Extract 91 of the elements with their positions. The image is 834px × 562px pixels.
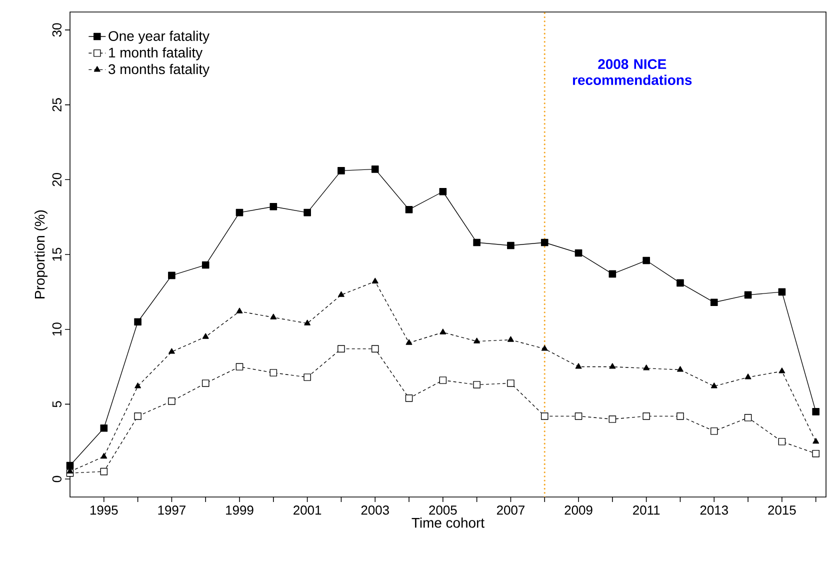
point bbox=[270, 314, 277, 320]
x-tick-label: 2013 bbox=[700, 506, 728, 515]
point bbox=[134, 318, 142, 326]
y-axis-title: Proportion (%) bbox=[34, 210, 48, 298]
point bbox=[541, 345, 548, 351]
point bbox=[134, 412, 142, 420]
point bbox=[608, 416, 616, 423]
point bbox=[744, 291, 752, 299]
point bbox=[439, 376, 447, 384]
point bbox=[574, 412, 582, 420]
x-tick-label: 2015 bbox=[768, 506, 796, 515]
point bbox=[778, 288, 786, 296]
point bbox=[608, 270, 616, 278]
x-tick-label: 2007 bbox=[496, 506, 524, 515]
point bbox=[304, 320, 311, 326]
point bbox=[575, 363, 582, 369]
x-tick-label: 2011 bbox=[633, 506, 660, 515]
point bbox=[270, 369, 278, 376]
y-tick-label: 20 bbox=[52, 172, 62, 186]
point bbox=[338, 167, 345, 174]
legend-label: 3 months fatality bbox=[108, 64, 210, 77]
point bbox=[473, 238, 480, 246]
point bbox=[168, 348, 175, 354]
y-tick-label: 15 bbox=[52, 248, 62, 261]
y-tick-label: 30 bbox=[52, 23, 62, 37]
y-tick-label: 5 bbox=[52, 401, 62, 408]
point bbox=[812, 438, 820, 444]
point bbox=[236, 308, 243, 314]
point bbox=[100, 452, 108, 459]
point bbox=[439, 188, 447, 196]
point bbox=[473, 381, 480, 388]
point bbox=[744, 374, 752, 380]
ref-line-label: 2008 NICE recommendations bbox=[573, 59, 692, 85]
legend-label: One year fatality bbox=[108, 30, 210, 44]
x-tick-label: 2003 bbox=[361, 506, 389, 515]
point bbox=[778, 438, 786, 446]
point bbox=[676, 412, 684, 420]
point bbox=[507, 242, 514, 250]
x-tick-label: 2005 bbox=[429, 506, 457, 515]
point bbox=[202, 261, 210, 269]
point bbox=[710, 427, 718, 435]
legend-label: 1 month fatality bbox=[109, 47, 203, 60]
y-tick-label: 25 bbox=[52, 98, 62, 112]
point bbox=[236, 208, 244, 216]
x-tick-label: 2001 bbox=[294, 506, 322, 515]
point bbox=[642, 256, 650, 264]
point bbox=[134, 382, 142, 388]
point bbox=[100, 424, 108, 432]
y-tick-label: 10 bbox=[52, 322, 62, 336]
x-tick-label: 2009 bbox=[564, 506, 592, 515]
point bbox=[677, 366, 684, 372]
point bbox=[371, 166, 379, 173]
x-tick-label: 1999 bbox=[226, 506, 254, 515]
point bbox=[304, 208, 311, 216]
point bbox=[643, 364, 650, 370]
point bbox=[609, 363, 616, 369]
point bbox=[236, 363, 244, 370]
point bbox=[710, 298, 718, 306]
point bbox=[202, 333, 209, 339]
point bbox=[744, 414, 752, 422]
point bbox=[574, 249, 582, 257]
x-tick-label: 1995 bbox=[90, 506, 118, 515]
point bbox=[405, 394, 413, 402]
point bbox=[710, 382, 718, 388]
point bbox=[371, 345, 379, 352]
point bbox=[812, 450, 820, 458]
point bbox=[66, 462, 74, 470]
point bbox=[474, 338, 480, 344]
point bbox=[676, 279, 684, 287]
point bbox=[202, 380, 210, 387]
point bbox=[168, 398, 176, 405]
point bbox=[100, 468, 108, 476]
point bbox=[540, 412, 548, 420]
point bbox=[304, 374, 311, 381]
point bbox=[168, 272, 176, 280]
point bbox=[270, 202, 278, 210]
point bbox=[406, 339, 412, 345]
point bbox=[338, 345, 345, 352]
x-axis-title: Time cohort bbox=[412, 518, 484, 528]
x-tick-label: 1997 bbox=[158, 506, 186, 515]
point bbox=[440, 328, 446, 334]
point bbox=[372, 278, 378, 284]
point bbox=[540, 238, 548, 246]
point bbox=[812, 408, 820, 416]
y-tick-label: 0 bbox=[52, 476, 62, 482]
point bbox=[642, 412, 650, 420]
point bbox=[338, 291, 344, 297]
point bbox=[507, 380, 514, 387]
point bbox=[405, 206, 413, 214]
point bbox=[778, 368, 786, 374]
point bbox=[508, 336, 514, 342]
